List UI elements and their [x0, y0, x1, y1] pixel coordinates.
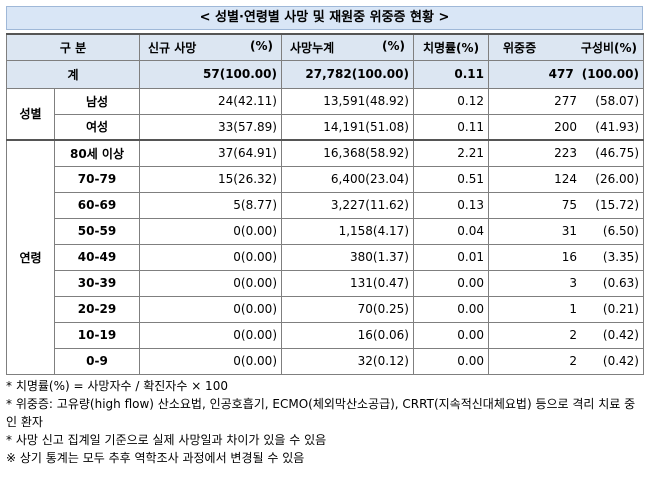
- row-fatality: 2.21: [413, 139, 489, 167]
- row-new-deaths: 0(0.00): [139, 217, 282, 245]
- row-new-deaths: 33(57.89): [139, 113, 282, 141]
- row-cum-deaths: 380(1.37): [281, 243, 414, 271]
- row-critical: 124 (26.00): [488, 165, 644, 193]
- row-cum-deaths: 3,227(11.62): [281, 191, 414, 219]
- row-label: 70-79: [54, 165, 140, 193]
- row-cum-deaths: 131(0.47): [281, 269, 414, 297]
- total-cum-deaths: 27,782(100.00): [281, 59, 414, 89]
- table-row: 50-59 0(0.00) 1,158(4.17) 0.04 31 (6.50): [7, 217, 644, 245]
- table-title: < 성별·연령별 사망 및 재원중 위중증 현황 >: [6, 6, 643, 30]
- row-cum-deaths: 70(0.25): [281, 295, 414, 323]
- table-row: 0-9 0(0.00) 32(0.12) 0.00 2 (0.42): [7, 347, 644, 375]
- group-label: 성별: [6, 87, 55, 141]
- footnote: * 치명률(%) = 사망자수 / 확진자수 × 100: [6, 379, 228, 393]
- row-new-deaths: 0(0.00): [139, 243, 282, 271]
- row-fatality: 0.00: [413, 269, 489, 297]
- table-row: 60-69 5(8.77) 3,227(11.62) 0.13 75 (15.72): [7, 191, 644, 219]
- row-critical: 1 (0.21): [488, 295, 644, 323]
- row-fatality: 0.11: [413, 113, 489, 141]
- table-row: 70-79 15(26.32) 6,400(23.04) 0.51 124 (26.00): [7, 165, 644, 193]
- row-fatality: 0.04: [413, 217, 489, 245]
- row-fatality: 0.01: [413, 243, 489, 271]
- footnote: * 사망 신고 집계일 기준으로 실제 사망일과 차이가 있을 수 있음: [6, 433, 327, 447]
- row-fatality: 0.00: [413, 295, 489, 323]
- group-label: 연령: [6, 139, 55, 375]
- row-fatality: 0.12: [413, 87, 489, 115]
- row-critical: 277 (58.07): [488, 87, 644, 115]
- row-critical: 75 (15.72): [488, 191, 644, 219]
- row-new-deaths: 0(0.00): [139, 269, 282, 297]
- total-new-deaths: 57(100.00): [139, 59, 282, 89]
- row-new-deaths: 0(0.00): [139, 321, 282, 349]
- row-fatality: 0.00: [413, 321, 489, 349]
- table-row: 20-29 0(0.00) 70(0.25) 0.00 1 (0.21): [7, 295, 644, 323]
- header-cum-deaths: 사망누계 (%): [281, 33, 414, 61]
- total-fatality: 0.11: [413, 59, 489, 89]
- total-critical: 477 (100.00): [488, 59, 644, 89]
- table-row: 10-19 0(0.00) 16(0.06) 0.00 2 (0.42): [7, 321, 644, 349]
- table-row: 여성 33(57.89) 14,191(51.08) 0.11 200 (41.93): [6, 113, 644, 141]
- table-row: 성별 남성 24(42.11) 13,591(48.92) 0.12 277 (58.07): [6, 87, 644, 141]
- row-critical: 16 (3.35): [488, 243, 644, 271]
- table-row: 40-49 0(0.00) 380(1.37) 0.01 16 (3.35): [7, 243, 644, 271]
- footnote: ※ 상기 통계는 모두 추후 역학조사 과정에서 변경될 수 있음: [6, 451, 305, 465]
- row-label: 20-29: [54, 295, 140, 323]
- footnote: * 위중증: 고유량(high flow) 산소요법, 인공호흡기, ECMO(…: [6, 397, 636, 429]
- row-cum-deaths: 16(0.06): [281, 321, 414, 349]
- table-row: 30-39 0(0.00) 131(0.47) 0.00 3 (0.63): [7, 269, 644, 297]
- row-label: 0-9: [54, 347, 140, 375]
- header-fatality: 치명률(%): [413, 33, 489, 61]
- row-new-deaths: 24(42.11): [139, 87, 282, 115]
- row-new-deaths: 15(26.32): [139, 165, 282, 193]
- header-critical: 위중증 구성비(%): [488, 33, 644, 61]
- row-new-deaths: 0(0.00): [139, 347, 282, 375]
- row-label: 80세 이상: [54, 139, 140, 167]
- table-row: 연령 80세 이상 37(64.91) 16,368(58.92) 2.21 223 (46…: [6, 139, 644, 375]
- row-new-deaths: 5(8.77): [139, 191, 282, 219]
- row-critical: 31 (6.50): [488, 217, 644, 245]
- row-cum-deaths: 14,191(51.08): [281, 113, 414, 141]
- row-label: 남성: [54, 87, 140, 115]
- row-cum-deaths: 13,591(48.92): [281, 87, 414, 115]
- row-critical: 223 (46.75): [488, 139, 644, 167]
- total-label: 계: [6, 59, 140, 89]
- row-label: 50-59: [54, 217, 140, 245]
- total-row: 계 57(100.00) 27,782(100.00) 0.11 477 (100…: [6, 59, 644, 89]
- footnotes: * 치명률(%) = 사망자수 / 확진자수 × 100 * 위중증: 고유량(…: [6, 377, 646, 467]
- row-fatality: 0.00: [413, 347, 489, 375]
- row-label: 10-19: [54, 321, 140, 349]
- row-label: 여성: [54, 113, 140, 141]
- header-category: 구 분: [6, 33, 140, 61]
- row-critical: 2 (0.42): [488, 347, 644, 375]
- row-label: 30-39: [54, 269, 140, 297]
- row-fatality: 0.51: [413, 165, 489, 193]
- header-new-deaths: 신규 사망 (%): [139, 33, 282, 61]
- row-critical: 200 (41.93): [488, 113, 644, 141]
- row-cum-deaths: 1,158(4.17): [281, 217, 414, 245]
- row-fatality: 0.13: [413, 191, 489, 219]
- row-new-deaths: 0(0.00): [139, 295, 282, 323]
- row-cum-deaths: 32(0.12): [281, 347, 414, 375]
- row-cum-deaths: 6,400(23.04): [281, 165, 414, 193]
- stats-table: 구 분 신규 사망 (%) 사망누계 (%) 치명률(%) 위중증 구성비(%) 계 …: [6, 33, 644, 375]
- row-label: 60-69: [54, 191, 140, 219]
- row-cum-deaths: 16,368(58.92): [281, 139, 414, 167]
- row-critical: 3 (0.63): [488, 269, 644, 297]
- row-critical: 2 (0.42): [488, 321, 644, 349]
- row-new-deaths: 37(64.91): [139, 139, 282, 167]
- row-label: 40-49: [54, 243, 140, 271]
